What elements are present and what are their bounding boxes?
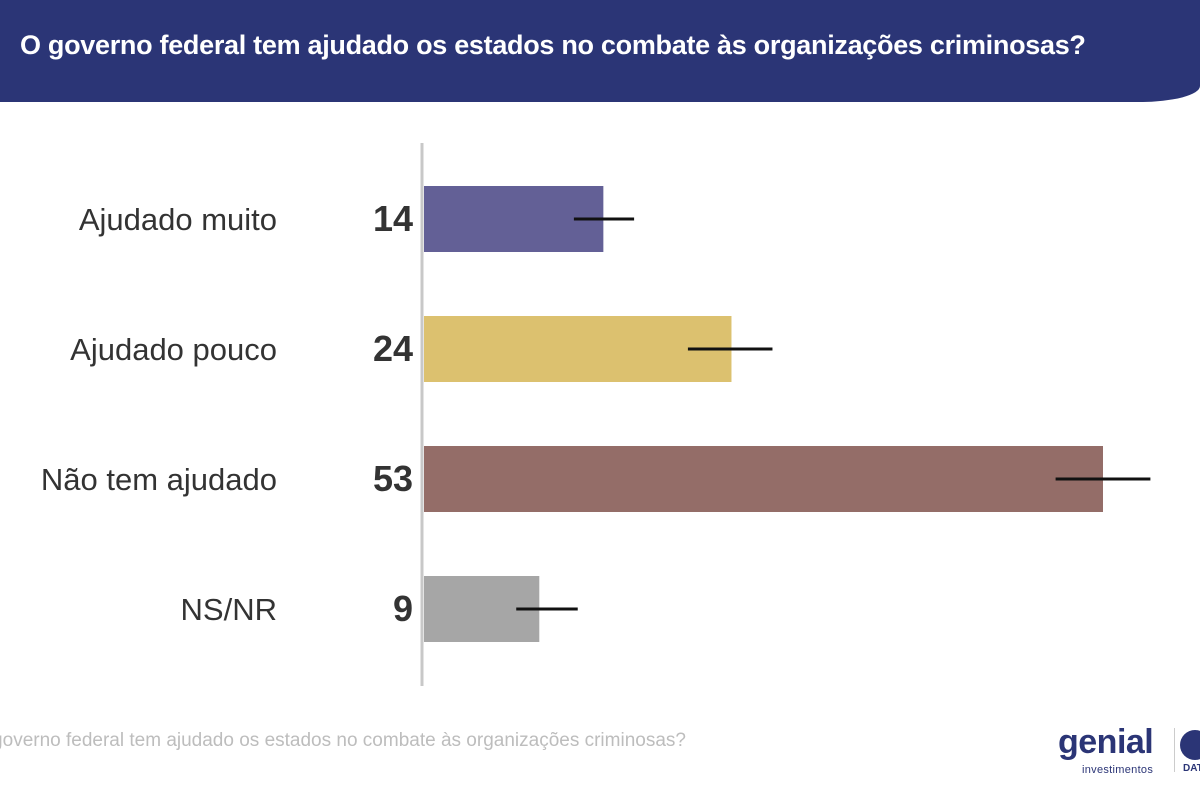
- category-label: NS/NR: [181, 592, 277, 627]
- category-label: Ajudado muito: [79, 202, 277, 237]
- bar: [424, 186, 604, 252]
- data-label: 9: [393, 588, 413, 629]
- logo-divider: [1174, 728, 1175, 772]
- header-banner: O governo federal tem ajudado os estados…: [0, 0, 1200, 102]
- data-label: 14: [373, 198, 413, 239]
- logo-brand: genial: [1058, 723, 1154, 761]
- data-label: 53: [373, 458, 413, 499]
- bar: [424, 446, 1103, 512]
- bar: [424, 316, 732, 382]
- genial-logo: genial investimentos: [1058, 722, 1154, 777]
- logo-sub: investimentos: [1082, 764, 1154, 776]
- partner-logo-text: DAT: [1183, 763, 1200, 774]
- category-label: Não tem ajudado: [41, 462, 277, 497]
- data-label: 24: [373, 328, 413, 369]
- category-label: Ajudado pouco: [70, 332, 277, 367]
- chart-title: O governo federal tem ajudado os estados…: [20, 30, 1086, 60]
- datafolha-logo: [1180, 730, 1200, 760]
- footer-question: O governo federal tem ajudado os estados…: [0, 730, 686, 751]
